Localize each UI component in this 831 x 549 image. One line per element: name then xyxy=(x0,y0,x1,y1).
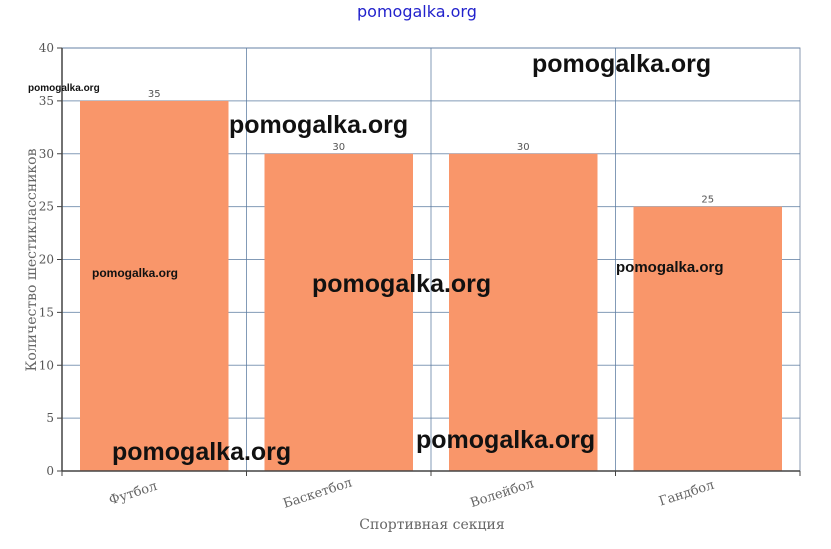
x-tick-label: Волейбол xyxy=(469,476,536,511)
data-label: 35 xyxy=(148,89,161,100)
y-tick-label: 5 xyxy=(46,411,54,425)
x-tick-labels: Футбол Баскетбол Волейбол Гандбол xyxy=(107,475,716,511)
data-label-bg xyxy=(329,140,348,152)
watermark: pomogalka.org xyxy=(616,259,724,276)
data-labels: 35 30 30 25 xyxy=(145,87,717,206)
y-tick-label: 30 xyxy=(39,147,54,161)
watermark-top: pomogalka.org xyxy=(357,2,477,21)
y-tick-labels: 0 5 10 15 20 25 30 35 40 xyxy=(39,41,54,478)
axes xyxy=(57,47,801,476)
watermark: pomogalka.org xyxy=(229,111,409,139)
y-tick-label: 40 xyxy=(39,41,54,55)
bar-1 xyxy=(80,100,229,471)
watermark: pomogalka.org xyxy=(28,83,100,94)
watermark: pomogalka.org xyxy=(532,50,712,78)
bars xyxy=(80,100,782,471)
data-label-bg xyxy=(514,140,533,152)
bar-2 xyxy=(264,153,413,471)
y-tick-label: 15 xyxy=(39,305,54,319)
watermark: pomogalka.org xyxy=(312,270,492,298)
data-label-bg xyxy=(698,193,717,205)
data-label: 30 xyxy=(517,142,530,153)
y-tick-label: 20 xyxy=(39,253,54,267)
y-tick-label: 10 xyxy=(39,358,54,372)
y-tick-label: 35 xyxy=(39,94,54,108)
data-label: 25 xyxy=(701,195,714,206)
x-tick-label: Футбол xyxy=(107,479,159,509)
x-axis-label: Спортивная секция xyxy=(359,517,505,533)
bar-4 xyxy=(633,206,782,471)
x-tick-label: Гандбол xyxy=(657,478,716,510)
y-axis-label: Количество шестиклассников xyxy=(24,148,40,371)
bar-3 xyxy=(449,153,598,471)
y-tick-label: 0 xyxy=(46,464,54,478)
data-label: 30 xyxy=(332,142,345,153)
watermark: pomogalka.org xyxy=(416,426,596,454)
watermark: pomogalka.org xyxy=(112,438,292,466)
y-tick-label: 25 xyxy=(39,200,54,214)
data-label-bg xyxy=(145,87,164,99)
watermark: pomogalka.org xyxy=(92,266,179,280)
x-tick-label: Баскетбол xyxy=(281,475,354,511)
